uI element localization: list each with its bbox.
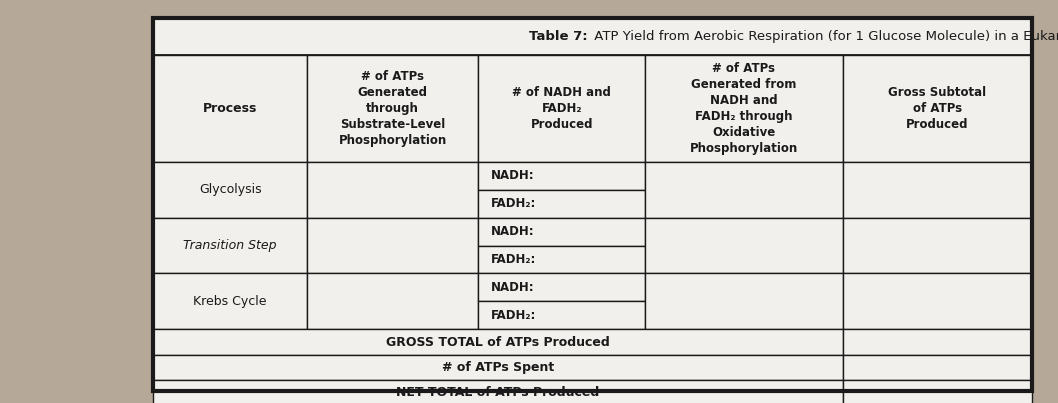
Bar (843, 355, 1032, 380)
Text: # of ATPs
Generated from
NADH and
FADH₂ through
Oxidative
Phosphorylation: # of ATPs Generated from NADH and FADH₂ … (690, 62, 798, 155)
Text: NADH:: NADH: (491, 281, 534, 294)
Text: Glycolysis: Glycolysis (199, 183, 261, 196)
Text: # of ATPs
Generated
through
Substrate-Level
Phosphorylation: # of ATPs Generated through Substrate-Le… (339, 70, 446, 147)
Text: FADH₂:: FADH₂: (491, 253, 536, 266)
Bar (843, 329, 1032, 355)
Text: Table 7:: Table 7: (529, 30, 587, 43)
Text: ATP Yield from Aerobic Respiration (for 1 Glucose Molecule) in a Eukaryotic Cell: ATP Yield from Aerobic Respiration (for … (590, 30, 1058, 43)
Bar (307, 162, 478, 218)
Text: NADH:: NADH: (491, 225, 534, 238)
Bar (478, 162, 645, 189)
Bar (843, 274, 1032, 329)
Bar (645, 274, 843, 329)
Text: FADH₂:: FADH₂: (491, 309, 536, 322)
Bar (478, 189, 645, 218)
Bar (153, 218, 307, 274)
Text: # of ATPs Spent: # of ATPs Spent (442, 361, 554, 374)
Bar (307, 218, 478, 274)
Bar (153, 18, 1032, 391)
Bar (478, 274, 645, 301)
Bar (307, 274, 478, 329)
Bar (843, 218, 1032, 274)
Bar (153, 380, 843, 403)
Bar (645, 162, 843, 218)
Text: Transition Step: Transition Step (183, 239, 277, 252)
Bar (153, 56, 307, 162)
Bar (153, 329, 843, 355)
Bar (843, 380, 1032, 403)
Bar (478, 218, 645, 245)
Text: FADH₂:: FADH₂: (491, 197, 536, 210)
Text: NET TOTAL of ATPs Produced: NET TOTAL of ATPs Produced (397, 386, 600, 399)
Bar (478, 301, 645, 329)
Text: Krebs Cycle: Krebs Cycle (194, 295, 267, 308)
Text: Process: Process (203, 102, 257, 115)
Bar (153, 18, 1032, 56)
Text: # of NADH and
FADH₂
Produced: # of NADH and FADH₂ Produced (512, 86, 612, 131)
Text: GROSS TOTAL of ATPs Produced: GROSS TOTAL of ATPs Produced (386, 336, 610, 349)
Bar (645, 218, 843, 274)
Bar (478, 245, 645, 274)
Text: Gross Subtotal
of ATPs
Produced: Gross Subtotal of ATPs Produced (888, 86, 986, 131)
Bar (153, 274, 307, 329)
Text: NADH:: NADH: (491, 169, 534, 182)
Bar (153, 355, 843, 380)
Bar (307, 56, 478, 162)
Bar (843, 56, 1032, 162)
Bar (153, 162, 307, 218)
Bar (645, 56, 843, 162)
Bar (843, 162, 1032, 218)
Bar (478, 56, 645, 162)
